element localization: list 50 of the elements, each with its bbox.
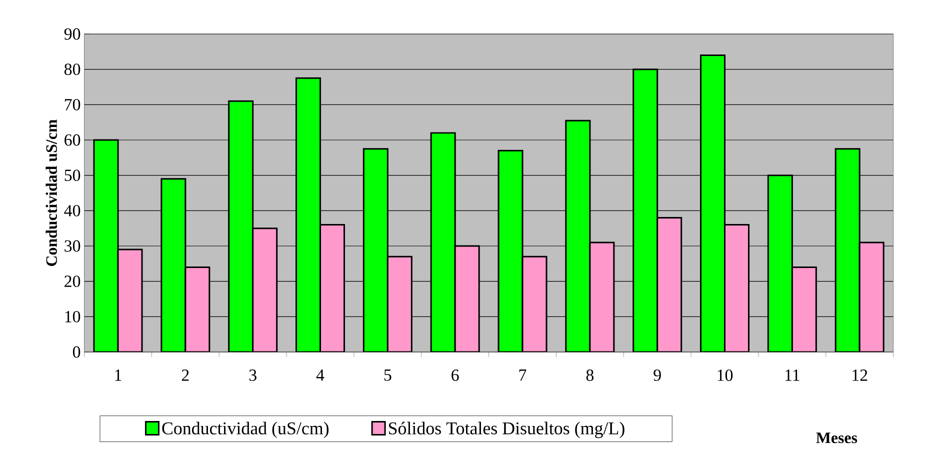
- legend-label: Conductividad (uS/cm): [162, 422, 329, 438]
- y-tick-label: 70: [64, 98, 80, 110]
- x-tick-label: 11: [786, 370, 800, 381]
- y-tick-label: 60: [64, 134, 80, 146]
- bar: [364, 148, 388, 352]
- bar: [94, 140, 118, 352]
- y-tick-label: 50: [64, 170, 80, 182]
- x-tick-label: 1: [115, 370, 122, 381]
- x-tick-label: 6: [452, 370, 459, 381]
- bar: [185, 267, 210, 352]
- bar: [388, 256, 412, 352]
- x-axis-title: Meses: [816, 432, 858, 444]
- x-tick-label: 8: [586, 370, 594, 381]
- bar: [768, 175, 792, 352]
- bar: [590, 242, 614, 352]
- bar: [792, 267, 816, 352]
- x-tick-label: 4: [316, 370, 324, 381]
- bar: [118, 250, 142, 352]
- y-tick-label: 40: [64, 204, 80, 216]
- bar: [252, 228, 277, 352]
- bar: [522, 256, 547, 352]
- y-tick-label: 90: [64, 28, 80, 40]
- bar: [566, 120, 590, 352]
- bar: [296, 78, 320, 352]
- y-tick-label: 0: [72, 346, 80, 358]
- y-tick-label: 80: [64, 64, 80, 76]
- x-tick-label: 5: [384, 370, 392, 381]
- bar: [228, 101, 253, 352]
- legend-label: Sólidos Totales Disueltos (mg/L): [388, 422, 624, 438]
- bar: [431, 132, 456, 352]
- x-tick-label: 7: [519, 370, 526, 381]
- bar: [724, 224, 749, 352]
- y-tick-label: 10: [65, 310, 80, 322]
- bar: [834, 148, 860, 352]
- y-tick-label: 30: [64, 240, 80, 252]
- bar: [320, 224, 344, 352]
- x-tick-label: 3: [249, 370, 256, 381]
- x-tick-label: 10: [718, 370, 733, 381]
- bar: [633, 69, 658, 352]
- bar: [700, 55, 725, 352]
- y-tick-label: 20: [64, 276, 80, 288]
- bar: [161, 178, 186, 352]
- bar: [657, 218, 682, 352]
- x-tick-label: 12: [852, 370, 868, 381]
- bar: [498, 150, 523, 352]
- y-axis-title: Conductividad uS/cm: [46, 120, 57, 266]
- x-tick-label: 2: [182, 370, 189, 381]
- bar: [858, 242, 884, 352]
- x-tick-label: 9: [654, 370, 661, 381]
- bar: [455, 246, 480, 352]
